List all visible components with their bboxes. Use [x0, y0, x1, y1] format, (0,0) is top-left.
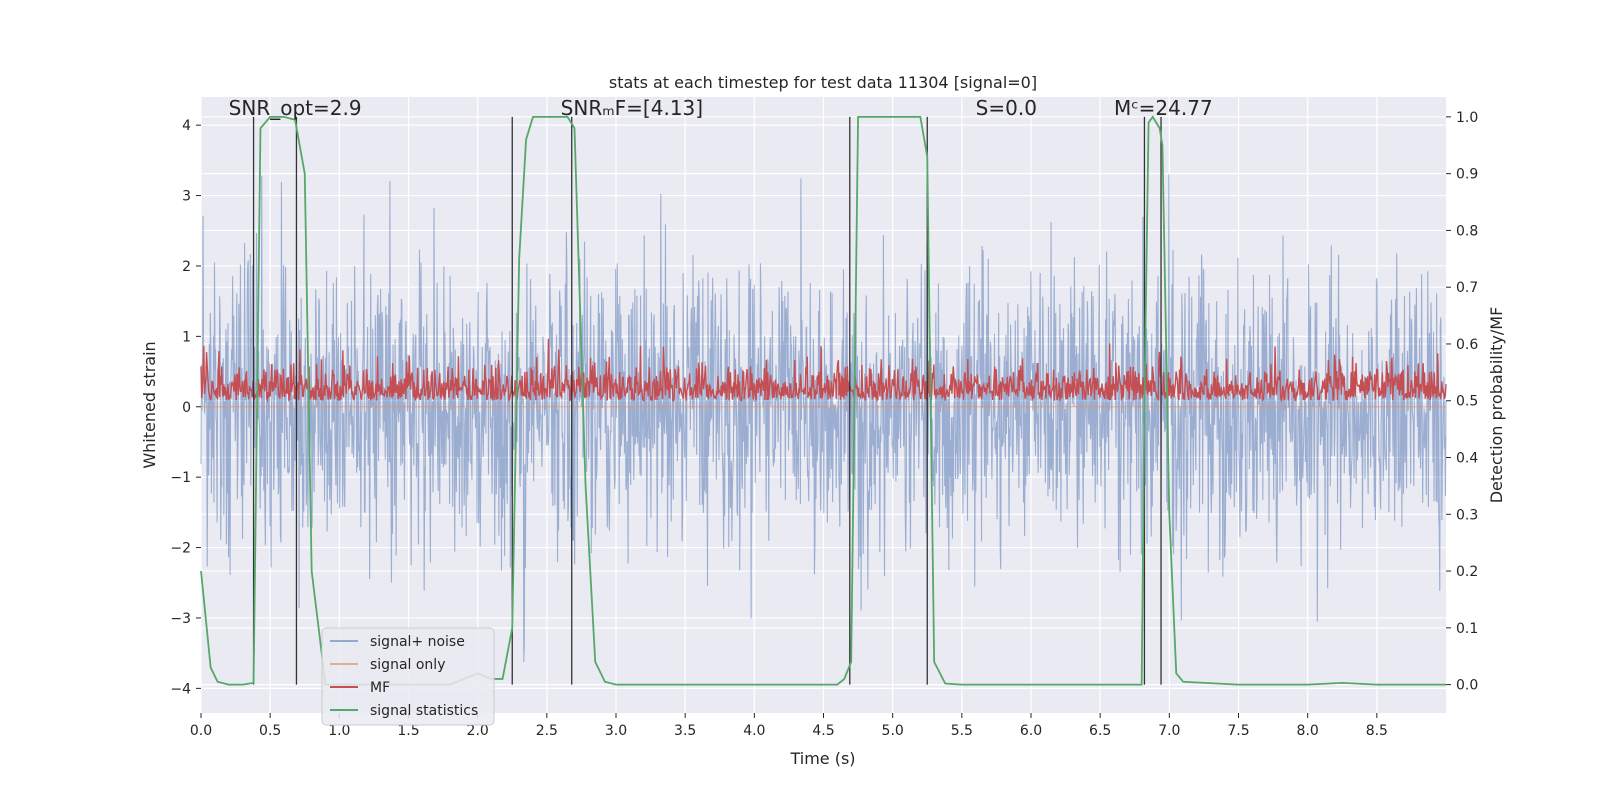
x-tick-label: 8.5 — [1366, 723, 1388, 739]
x-tick-label: 1.5 — [397, 723, 419, 739]
y-right-tick-label: 0.1 — [1456, 621, 1478, 637]
chart-title: stats at each timestep for test data 113… — [609, 73, 1037, 92]
annotations: SNR_opt=2.9 SNRₘF=[4.13] S=0.0 Mᶜ=24.77 — [229, 96, 1213, 120]
legend-label: signal only — [370, 657, 445, 673]
y-right-tick-label: 0.5 — [1456, 394, 1478, 410]
annotation: SNR_opt=2.9 — [229, 96, 362, 120]
y-right-tick-label: 0.2 — [1456, 564, 1478, 580]
annotation: Mᶜ=24.77 — [1114, 96, 1213, 120]
y-right-tick-label: 0.8 — [1456, 223, 1478, 239]
y-right-tick-label: 0.4 — [1456, 451, 1478, 467]
series-mf — [200, 338, 1447, 403]
series-signal-noise — [200, 174, 1447, 662]
y-left-tick-label: 2 — [182, 259, 191, 275]
legend-box — [321, 627, 495, 726]
x-tick-label: 7.0 — [1158, 723, 1180, 739]
x-tick-label: 2.5 — [536, 723, 558, 739]
x-axis-label: Time (s) — [789, 749, 855, 768]
line-signal-noise — [200, 174, 1447, 662]
y-right-axis-ticks: 1.0 0.9 0.8 0.7 0.6 0.5 0.4 0.3 0.2 0.1 0.0 — [1446, 110, 1478, 694]
x-tick-label: 3.5 — [674, 723, 696, 739]
x-tick-label: 0.5 — [259, 723, 281, 739]
x-tick-label: 5.0 — [882, 723, 904, 739]
line-mf — [200, 338, 1447, 403]
y-left-axis-label: Whitened strain — [140, 341, 159, 468]
x-tick-label: 8.0 — [1297, 723, 1319, 739]
x-tick-label: 2.0 — [467, 723, 489, 739]
y-left-tick-label: 0 — [182, 400, 191, 416]
x-tick-label: 7.5 — [1227, 723, 1249, 739]
y-left-tick-label: −3 — [170, 611, 191, 627]
line-signal-statistics — [200, 115, 1446, 686]
x-tick-label: 6.0 — [1020, 723, 1042, 739]
x-tick-label: 4.5 — [812, 723, 834, 739]
y-right-tick-label: 0.7 — [1456, 280, 1478, 296]
legend-label: MF — [370, 680, 390, 696]
y-left-tick-label: −2 — [170, 541, 191, 557]
x-tick-label: 3.0 — [605, 723, 627, 739]
series-signal-statistics — [200, 115, 1446, 686]
y-left-tick-label: 4 — [182, 118, 191, 134]
y-right-axis-label: Detection probability/MF — [1487, 307, 1506, 504]
y-right-tick-label: 0.6 — [1456, 337, 1478, 353]
x-tick-label: 6.5 — [1089, 723, 1111, 739]
y-right-tick-label: 0.3 — [1456, 507, 1478, 523]
x-tick-label: 5.5 — [951, 723, 973, 739]
y-right-tick-label: 0.0 — [1456, 678, 1478, 694]
y-left-tick-label: 3 — [182, 189, 191, 205]
y-left-axis-ticks: 4 3 2 1 0 −1 −2 −3 −4 — [170, 118, 201, 697]
x-tick-label: 0.0 — [190, 723, 212, 739]
x-tick-label: 1.0 — [328, 723, 350, 739]
y-right-tick-label: 1.0 — [1456, 110, 1478, 126]
y-left-tick-label: −1 — [170, 470, 191, 486]
annotation: S=0.0 — [976, 96, 1037, 120]
y-left-tick-label: −4 — [170, 681, 191, 697]
x-axis-ticks: 0.0 0.5 1.0 1.5 2.0 2.5 3.0 3.5 4.0 4.5 5.0 5.5 6.0 6… — [190, 713, 1388, 739]
legend-label: signal+ noise — [370, 634, 465, 650]
legend-label: signal statistics — [370, 703, 478, 719]
y-right-tick-label: 0.9 — [1456, 167, 1478, 183]
annotation: SNRₘF=[4.13] — [561, 96, 703, 120]
x-tick-label: 4.0 — [743, 723, 765, 739]
legend: signal+ noise signal only MF signal statist… — [321, 627, 495, 726]
y-left-tick-label: 1 — [182, 329, 191, 345]
